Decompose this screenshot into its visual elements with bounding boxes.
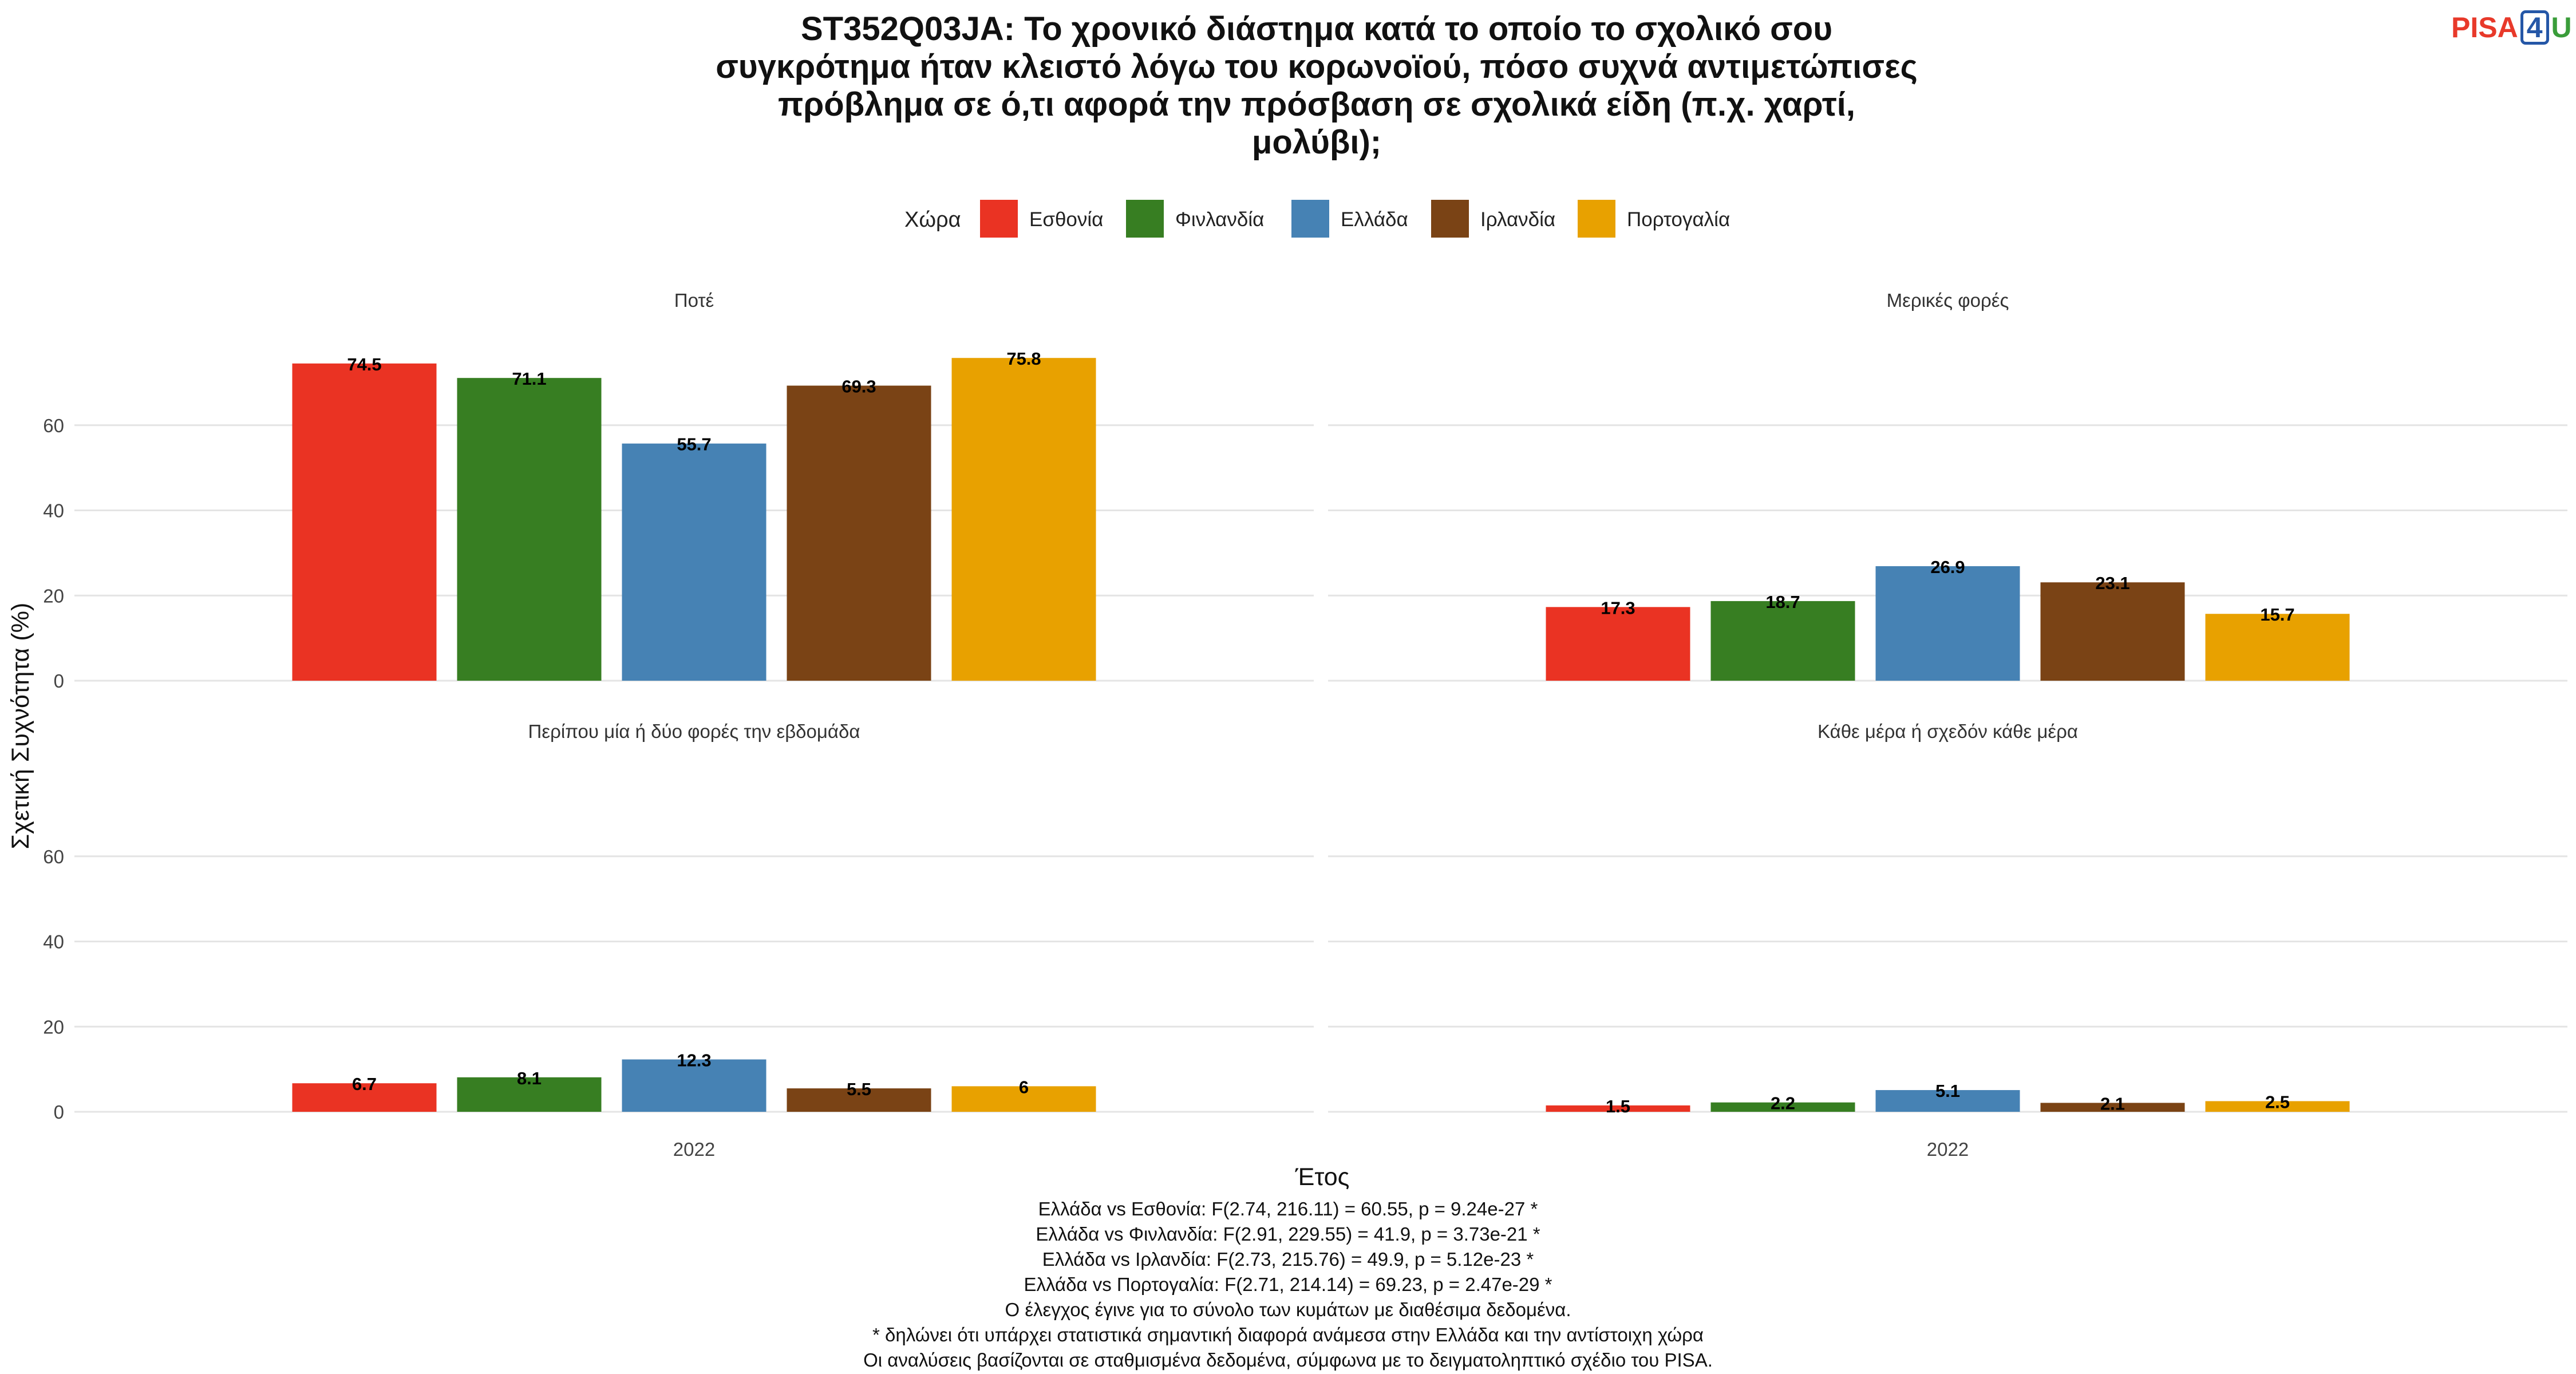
data-label-2-1: 17.3 (1601, 598, 1635, 618)
legend-label-3: Ελλάδα (1341, 208, 1408, 231)
legend-swatch-1 (980, 200, 1018, 238)
x-axis-title: Έτος (1295, 1163, 1350, 1191)
caption-line: Ο έλεγχος έγινε για το σύνολο των κυμάτω… (1005, 1299, 1571, 1320)
data-label-2-2: 18.7 (1765, 592, 1800, 612)
data-label-4-2: 2.2 (1771, 1093, 1795, 1114)
logo-four-box: 4 (2520, 10, 2549, 45)
data-label-4-4: 2.1 (2100, 1093, 2125, 1114)
data-label-3-1: 6.7 (352, 1074, 377, 1094)
y-axis-title: Σχετική Συχνότητα (%) (7, 603, 34, 850)
panel-title-3: Περίπου μία ή δύο φορές την εβδομάδα (528, 721, 860, 742)
y-tick-label: 20 (43, 1016, 64, 1037)
legend-swatch-3 (1291, 200, 1329, 238)
data-label-3-4: 5.5 (847, 1079, 871, 1099)
data-label-3-5: 6 (1019, 1077, 1029, 1097)
data-label-1-2: 71.1 (512, 369, 546, 389)
bar-1-5 (951, 358, 1096, 681)
data-label-3-3: 12.3 (677, 1051, 711, 1071)
data-label-4-3: 5.1 (1935, 1081, 1960, 1101)
caption-line: Ελλάδα vs Εσθονία: F(2.74, 216.11) = 60.… (1038, 1198, 1538, 1219)
bar-3-1 (292, 1083, 437, 1112)
data-label-2-4: 23.1 (2095, 573, 2129, 593)
data-label-1-1: 74.5 (347, 354, 381, 374)
panel-title-4: Κάθε μέρα ή σχεδόν κάθε μέρα (1818, 721, 2078, 742)
chart-title-line: μολύβι); (1252, 124, 1381, 161)
data-label-1-3: 55.7 (677, 435, 711, 455)
x-tick-label: 2022 (673, 1139, 715, 1160)
y-tick-label: 60 (43, 846, 64, 867)
caption-line: Ελλάδα vs Φινλανδία: F(2.91, 229.55) = 4… (1036, 1223, 1540, 1245)
y-tick-label: 40 (43, 500, 64, 522)
chart-title-line: συγκρότημα ήταν κλειστό λόγω του κορωνοϊ… (716, 48, 1918, 85)
bar-4-5 (2205, 1101, 2350, 1112)
y-tick-label: 20 (43, 585, 64, 606)
data-label-2-3: 26.9 (1930, 557, 1965, 577)
bar-2-5 (2205, 614, 2350, 681)
bar-3-4 (787, 1088, 931, 1112)
legend-swatch-4 (1431, 200, 1469, 238)
data-label-1-4: 69.3 (841, 377, 876, 397)
y-tick-label: 0 (54, 670, 64, 692)
bar-2-2 (1710, 601, 1855, 681)
caption-line: * δηλώνει ότι υπάρχει στατιστικά σημαντι… (872, 1324, 1704, 1345)
bar-2-3 (1875, 566, 2020, 681)
chart-title-line: ST352Q03JA: Το χρονικό διάστημα κατά το … (801, 10, 1832, 48)
legend-title: Χώρα (904, 208, 961, 232)
bar-1-4 (787, 385, 931, 681)
legend-swatch-5 (1578, 200, 1615, 238)
bar-2-1 (1546, 607, 1690, 681)
bar-4-1 (1546, 1105, 1690, 1112)
caption-line: Οι αναλύσεις βασίζονται σε σταθμισμένα δ… (863, 1349, 1713, 1371)
panel-title-1: Ποτέ (674, 290, 714, 311)
pisa4u-logo: PISA 4 U (2451, 8, 2572, 47)
chart-caption: Ελλάδα vs Εσθονία: F(2.74, 216.11) = 60.… (0, 1197, 2576, 1373)
bar-3-5 (951, 1086, 1096, 1112)
y-tick-label: 40 (43, 931, 64, 953)
data-label-2-5: 15.7 (2260, 605, 2294, 625)
caption-line: Ελλάδα vs Πορτογαλία: F(2.71, 214.14) = … (1024, 1274, 1552, 1295)
bar-3-3 (622, 1059, 767, 1112)
data-label-4-5: 2.5 (2265, 1092, 2290, 1112)
legend-swatch-2 (1126, 200, 1164, 238)
bar-4-4 (2040, 1103, 2185, 1112)
legend-label-4: Ιρλανδία (1480, 208, 1555, 231)
chart-title-line: πρόβλημα σε ό,τι αφορά την πρόσβαση σε σ… (778, 86, 1855, 123)
bar-3-2 (457, 1077, 602, 1112)
legend-label-1: Εσθονία (1029, 208, 1103, 231)
bar-1-3 (622, 443, 767, 681)
bar-2-4 (2040, 582, 2185, 681)
legend-label-5: Πορτογαλία (1627, 208, 1730, 231)
y-tick-label: 0 (54, 1101, 64, 1123)
logo-pisa-text: PISA (2451, 11, 2518, 44)
bar-4-2 (1710, 1102, 1855, 1112)
bar-1-1 (292, 363, 437, 681)
data-label-4-1: 1.5 (1606, 1096, 1630, 1116)
legend-label-2: Φινλανδία (1175, 208, 1264, 231)
panel-title-2: Μερικές φορές (1887, 290, 2009, 311)
bar-4-3 (1875, 1090, 2020, 1112)
x-tick-label: 2022 (1927, 1139, 1969, 1160)
bar-1-2 (457, 378, 602, 681)
y-tick-label: 60 (43, 415, 64, 436)
data-label-1-5: 75.8 (1006, 349, 1041, 369)
caption-line: Ελλάδα vs Ιρλανδία: F(2.73, 215.76) = 49… (1042, 1249, 1534, 1270)
data-label-3-2: 8.1 (517, 1068, 542, 1088)
logo-u-text: U (2551, 11, 2572, 44)
